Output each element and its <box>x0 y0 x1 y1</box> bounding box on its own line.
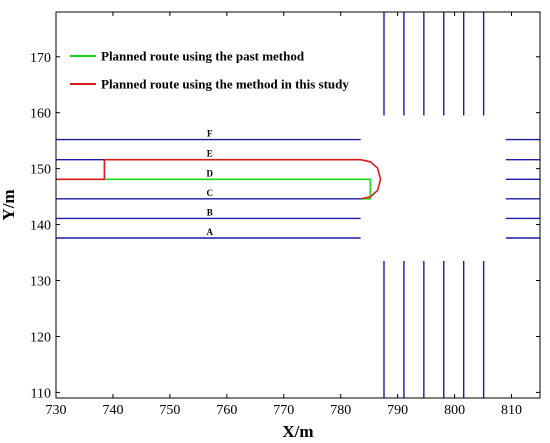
x-tick-label: 790 <box>387 403 408 418</box>
y-tick-label: 160 <box>30 107 51 122</box>
x-tick-label: 760 <box>216 403 237 418</box>
y-tick-label: 140 <box>30 219 51 234</box>
series-line-2 <box>56 158 382 200</box>
lane-label-d: D <box>206 168 213 178</box>
plot-frame <box>55 11 541 399</box>
lane-label-c: C <box>206 188 213 198</box>
x-tick-label: 780 <box>330 403 351 418</box>
x-tick-label: 730 <box>46 403 67 418</box>
x-tick-label: 800 <box>444 403 465 418</box>
series-line-1 <box>104 178 372 200</box>
y-tick-label: 110 <box>31 386 51 401</box>
axis-ticks: 730 740 750 760 770 780 790 800 810 110 120 130 140 1… <box>30 12 540 418</box>
x-axis-label: X/m <box>282 422 313 441</box>
lane-label-f: F <box>207 129 213 139</box>
y-tick-label: 120 <box>30 330 51 345</box>
lane-label-a: A <box>206 227 213 237</box>
legend-label-2: Planned route using the method in this s… <box>101 77 349 92</box>
lane-label-b: B <box>207 207 213 217</box>
y-tick-label: 150 <box>30 163 51 178</box>
legend-label-1: Planned route using the past method <box>101 49 305 64</box>
y-axis-label: Y/m <box>0 189 18 220</box>
route-series <box>56 158 382 200</box>
y-tick-label: 170 <box>30 51 51 66</box>
legend: Planned route using the past method Plann… <box>70 49 349 92</box>
x-tick-label: 740 <box>102 403 123 418</box>
lane-lines <box>56 12 540 398</box>
y-tick-label: 130 <box>30 275 51 290</box>
x-tick-label: 810 <box>501 403 522 418</box>
lane-label-e: E <box>207 149 213 159</box>
x-tick-label: 770 <box>273 403 294 418</box>
x-tick-label: 750 <box>159 403 180 418</box>
